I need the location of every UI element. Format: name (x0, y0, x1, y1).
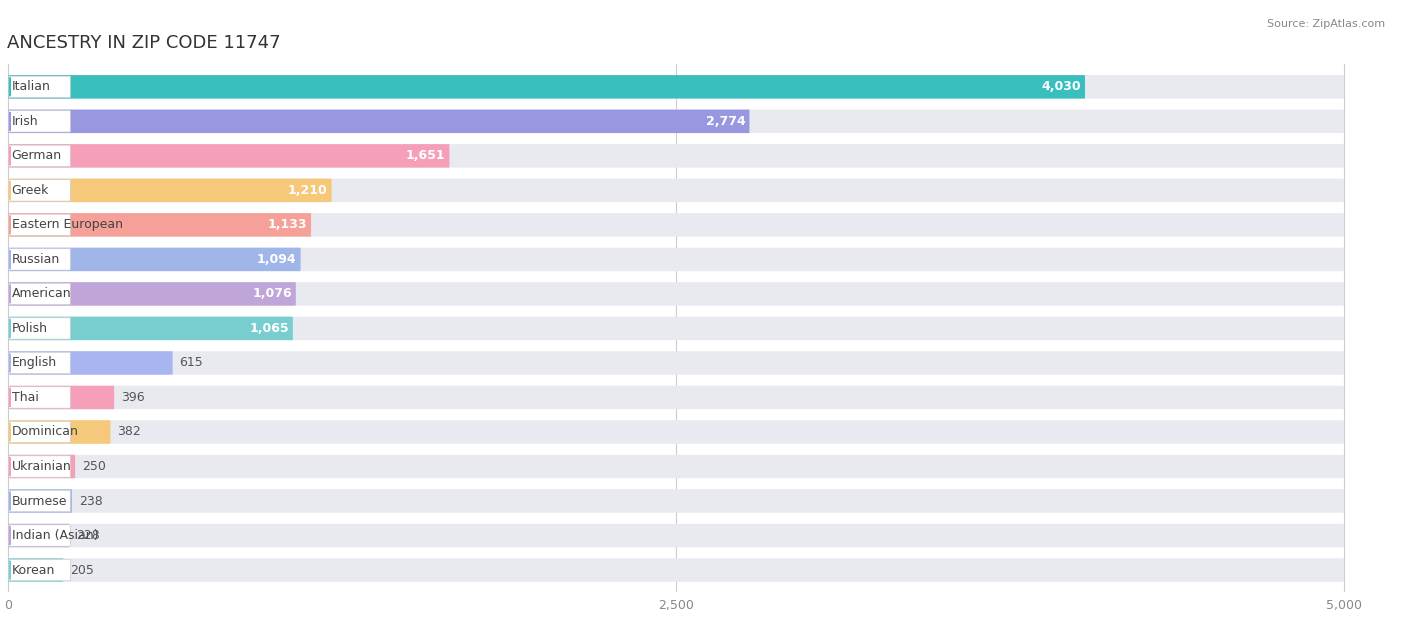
Text: 250: 250 (82, 460, 105, 473)
Text: 205: 205 (70, 564, 94, 576)
FancyBboxPatch shape (8, 282, 1344, 306)
FancyBboxPatch shape (8, 213, 311, 236)
FancyBboxPatch shape (8, 351, 1344, 375)
FancyBboxPatch shape (8, 248, 1344, 271)
FancyBboxPatch shape (8, 489, 72, 513)
Text: American: American (11, 287, 72, 300)
FancyBboxPatch shape (8, 421, 70, 442)
FancyBboxPatch shape (8, 455, 1344, 478)
Text: 396: 396 (121, 391, 145, 404)
Text: 1,651: 1,651 (406, 149, 446, 162)
FancyBboxPatch shape (8, 214, 70, 236)
Text: 2,774: 2,774 (706, 115, 745, 128)
FancyBboxPatch shape (8, 386, 1344, 409)
Text: Italian: Italian (11, 80, 51, 93)
FancyBboxPatch shape (8, 178, 1344, 202)
Text: Thai: Thai (11, 391, 38, 404)
FancyBboxPatch shape (8, 421, 1344, 444)
FancyBboxPatch shape (8, 283, 70, 305)
Text: Polish: Polish (11, 322, 48, 335)
Text: 238: 238 (79, 495, 103, 507)
FancyBboxPatch shape (8, 525, 70, 546)
FancyBboxPatch shape (8, 76, 70, 97)
FancyBboxPatch shape (8, 144, 450, 167)
FancyBboxPatch shape (8, 317, 1344, 340)
FancyBboxPatch shape (8, 524, 69, 547)
Text: Russian: Russian (11, 253, 60, 266)
Text: 1,065: 1,065 (249, 322, 288, 335)
FancyBboxPatch shape (8, 524, 1344, 547)
FancyBboxPatch shape (8, 387, 70, 408)
Text: Eastern European: Eastern European (11, 218, 122, 231)
FancyBboxPatch shape (8, 317, 292, 340)
FancyBboxPatch shape (8, 145, 70, 167)
Text: 615: 615 (180, 357, 202, 370)
Text: Dominican: Dominican (11, 426, 79, 439)
Text: Ukrainian: Ukrainian (11, 460, 72, 473)
FancyBboxPatch shape (8, 109, 749, 133)
Text: ANCESTRY IN ZIP CODE 11747: ANCESTRY IN ZIP CODE 11747 (7, 33, 281, 52)
FancyBboxPatch shape (8, 111, 70, 132)
Text: Source: ZipAtlas.com: Source: ZipAtlas.com (1267, 19, 1385, 30)
FancyBboxPatch shape (8, 282, 295, 306)
FancyBboxPatch shape (8, 249, 70, 270)
FancyBboxPatch shape (8, 317, 70, 339)
Text: Irish: Irish (11, 115, 38, 128)
Text: Greek: Greek (11, 184, 49, 197)
Text: 1,094: 1,094 (257, 253, 297, 266)
Text: 1,076: 1,076 (252, 287, 292, 300)
FancyBboxPatch shape (8, 558, 1344, 582)
Text: Korean: Korean (11, 564, 55, 576)
Text: Burmese: Burmese (11, 495, 67, 507)
Text: 382: 382 (117, 426, 141, 439)
FancyBboxPatch shape (8, 213, 1344, 236)
Text: English: English (11, 357, 56, 370)
FancyBboxPatch shape (8, 144, 1344, 167)
FancyBboxPatch shape (8, 558, 63, 582)
Text: 4,030: 4,030 (1042, 80, 1081, 93)
FancyBboxPatch shape (8, 456, 70, 477)
FancyBboxPatch shape (8, 421, 111, 444)
FancyBboxPatch shape (8, 178, 332, 202)
FancyBboxPatch shape (8, 560, 70, 581)
Text: 1,133: 1,133 (267, 218, 307, 231)
Text: Indian (Asian): Indian (Asian) (11, 529, 98, 542)
FancyBboxPatch shape (8, 490, 70, 512)
FancyBboxPatch shape (8, 75, 1344, 99)
FancyBboxPatch shape (8, 248, 301, 271)
FancyBboxPatch shape (8, 386, 114, 409)
Text: 228: 228 (76, 529, 100, 542)
FancyBboxPatch shape (8, 109, 1344, 133)
FancyBboxPatch shape (8, 75, 1085, 99)
FancyBboxPatch shape (8, 180, 70, 201)
Text: German: German (11, 149, 62, 162)
FancyBboxPatch shape (8, 351, 173, 375)
FancyBboxPatch shape (8, 352, 70, 374)
FancyBboxPatch shape (8, 455, 75, 478)
Text: 1,210: 1,210 (288, 184, 328, 197)
FancyBboxPatch shape (8, 489, 1344, 513)
